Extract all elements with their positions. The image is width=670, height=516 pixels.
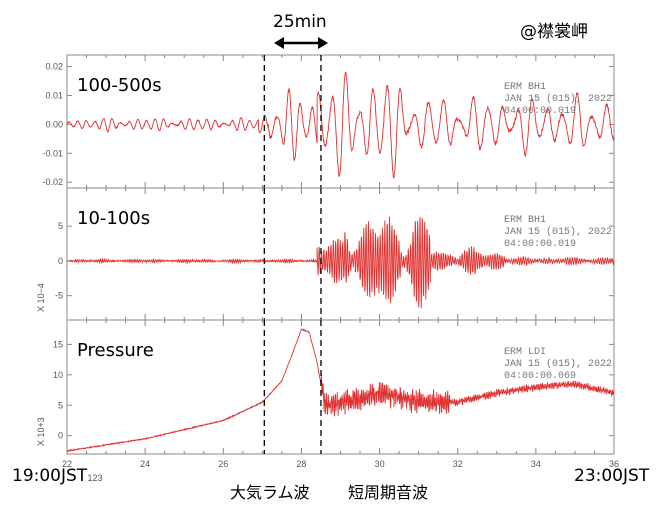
panel-label: 10-100s [77,208,150,229]
metadata-line: JAN 15 (015), 2022 [504,358,612,370]
y-tick-label: -0.01 [42,148,63,158]
interval-label: 25min [273,12,327,32]
x-tick-label: 30 [375,459,385,469]
waveform-trace [67,216,615,309]
metadata-line: 04:00:00.019 [504,106,576,117]
x-tick-label: 24 [140,459,150,469]
y-tick-label: 0.00 [45,119,63,129]
x-tick-label: 22 [62,459,72,469]
interval-arrow [274,37,328,49]
y-tick-label: 15 [53,339,63,349]
y-scale-label: X 10−4 [36,283,46,312]
y-tick-label: -5 [55,291,63,301]
metadata-line: JAN 15 (015), 2022 [504,93,612,105]
x-tick-label: 34 [531,459,541,469]
y-scale-label: X 10+3 [36,417,46,446]
waveform-trace [66,328,615,453]
x-tick-label: 32 [453,459,463,469]
x-tick-label: 26 [218,459,228,469]
y-tick-label: 5 [58,221,63,231]
time-start-label: 19:00JST [12,466,88,486]
x-tick-label: 36 [609,459,619,469]
x-tick-label-partial: 123 [87,473,102,483]
waveform-trace [66,71,615,179]
y-tick-label: 5 [58,400,63,410]
metadata-line: ERM BH1 [504,215,546,226]
y-tick-label: 0 [58,256,63,266]
panel-1: 0.02 0.01 0.00 -0.01 -0.02 100-500s ERM BH1JAN… [42,54,615,189]
metadata-line: JAN 15 (015), 2022 [504,226,612,238]
y-tick-label: 0 [58,431,63,441]
acoustic-wave-label: 短周期音波 [348,483,428,502]
x-tick-label: 28 [296,459,306,469]
y-tick-label: 10 [53,370,63,380]
panel-label: Pressure [77,340,154,361]
panel-label: 100-500s [77,75,162,96]
y-tick-label: 0.01 [45,90,63,100]
y-tick-label: 0.02 [45,62,63,72]
lamb-wave-label: 大気ラム波 [230,483,310,502]
metadata-line: 04:00:00.019 [504,239,576,250]
metadata-line: ERM BH1 [504,82,546,93]
y-tick-label: -0.02 [42,177,63,187]
time-end-label: 23:00JST [574,466,650,486]
metadata-line: ERM LDI [504,347,546,358]
metadata-line: 04:00:00.069 [504,371,576,382]
station-label: @襟裳岬 [520,22,588,42]
